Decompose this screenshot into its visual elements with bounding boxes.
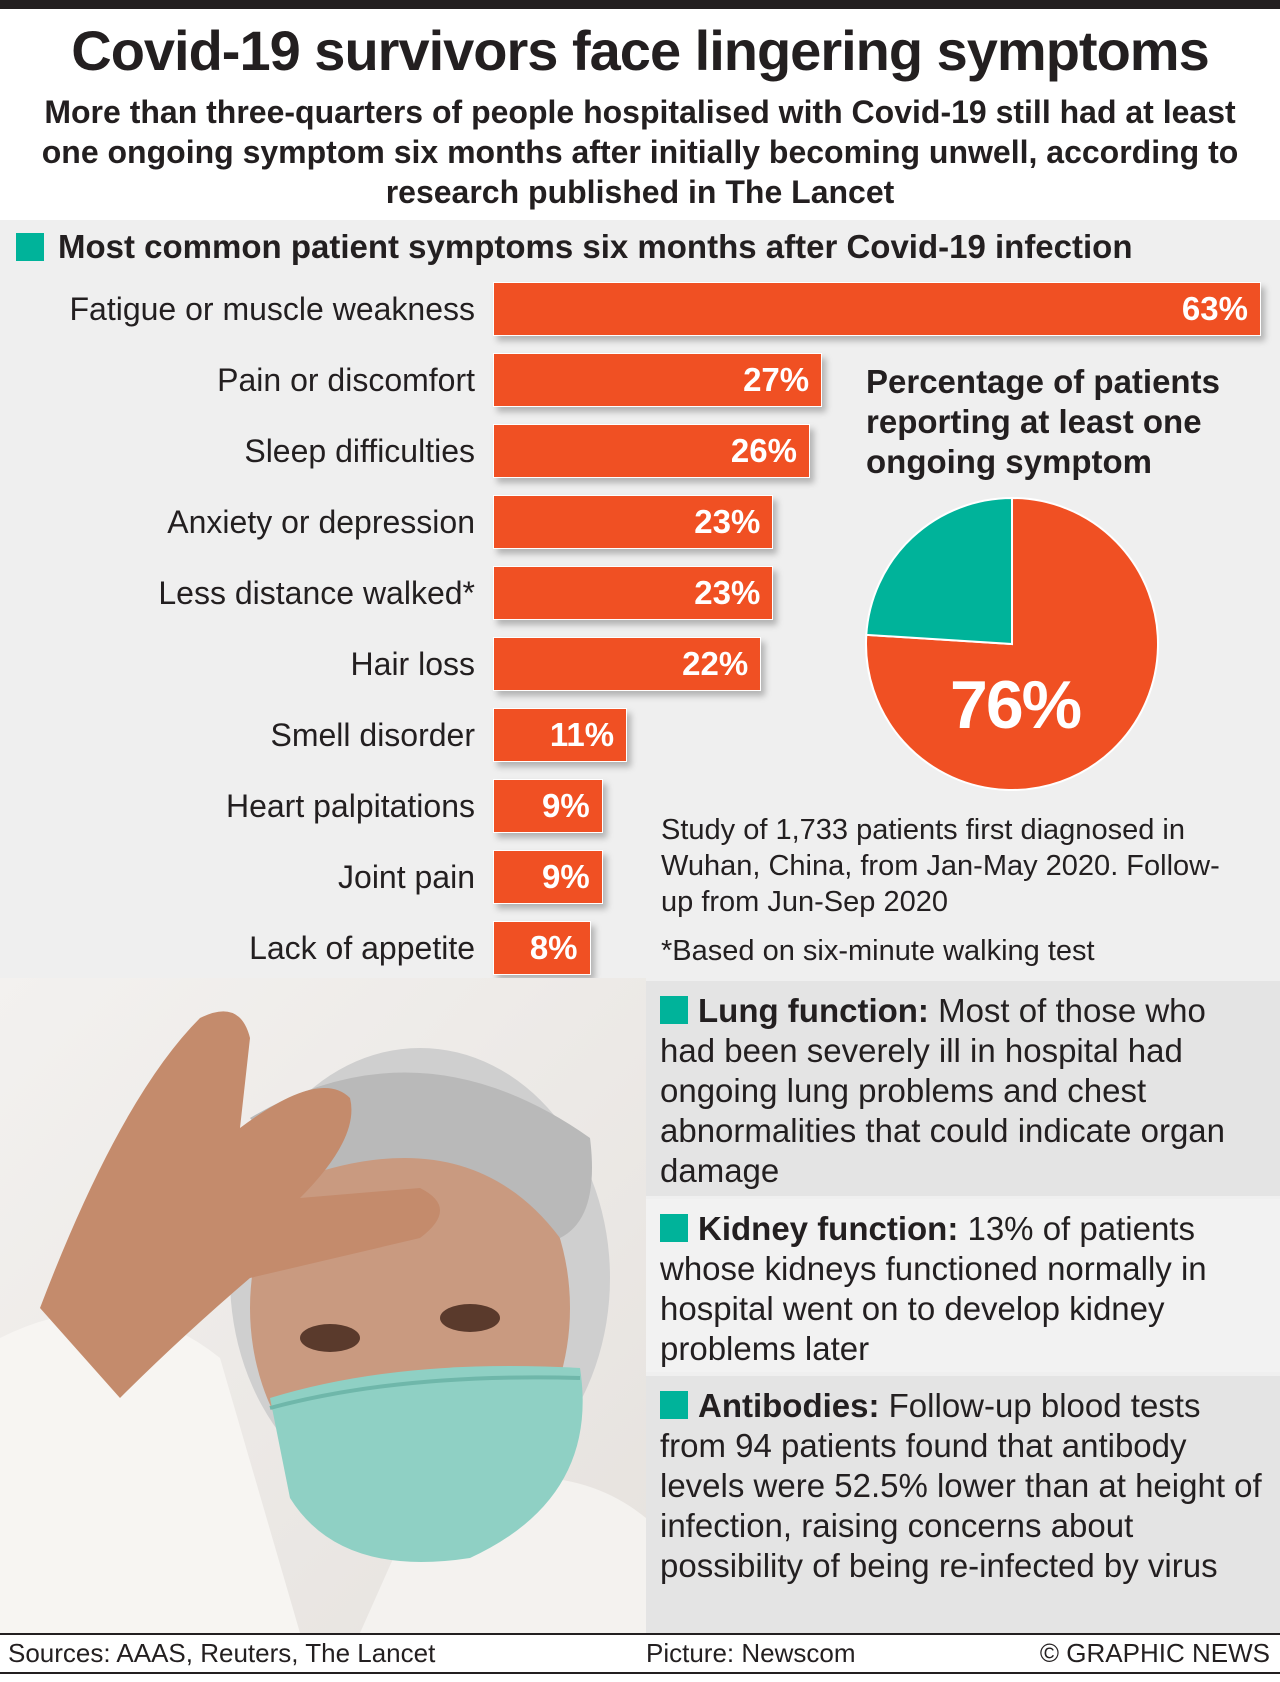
box-heading: Antibodies:	[698, 1387, 880, 1424]
picture-credit: Picture: Newscom	[646, 1638, 856, 1668]
pie-label: 76%	[950, 667, 1082, 743]
pie-slice	[865, 496, 1013, 646]
bar-label: Joint pain	[338, 859, 475, 895]
teal-square-icon	[660, 1214, 688, 1242]
bar-chart-title-text: Most common patient symptoms six months …	[58, 228, 1133, 265]
box-heading: Kidney function:	[698, 1210, 959, 1247]
box-text: Follow-up blood tests from 94 patients f…	[660, 1387, 1262, 1584]
box-text: Most of those who had been severely ill …	[660, 992, 1226, 1189]
top-rule	[0, 0, 1280, 9]
bar-label: Anxiety or depression	[167, 504, 475, 540]
bar-label: Hair loss	[350, 646, 475, 682]
teal-square-icon	[16, 233, 44, 261]
sources: Sources: AAAS, Reuters, The Lancet	[8, 1638, 436, 1668]
bar-label: Heart palpitations	[225, 788, 475, 824]
bar-label: Smell disorder	[270, 717, 475, 753]
photo-woman-with-mask	[0, 978, 646, 1633]
box-text: 13% of patients whose kidneys functioned…	[660, 1210, 1207, 1367]
bar: 27%	[493, 353, 823, 407]
bar: 11%	[493, 708, 628, 762]
page-title: Covid-19 survivors face lingering sympto…	[71, 19, 1209, 82]
antibodies-box: Antibodies: Follow-up blood tests from 9…	[646, 1376, 1280, 1633]
bar: 23%	[493, 566, 774, 620]
copyright: © GRAPHIC NEWS	[1039, 1638, 1270, 1668]
bar: 8%	[493, 921, 591, 975]
bar-label: Sleep difficulties	[244, 433, 475, 469]
bar-chart-title: Most common patient symptoms six months …	[16, 228, 1132, 266]
bar-label: Less distance walked*	[158, 575, 475, 611]
bar: 22%	[493, 637, 762, 691]
bar-label: Pain or discomfort	[217, 362, 475, 398]
pie-chart	[865, 496, 1159, 791]
box-heading: Lung function:	[698, 992, 929, 1029]
footnote: *Based on six-minute walking test	[661, 935, 1095, 967]
study-note: Study of 1,733 patients first diagnosed …	[661, 814, 1220, 918]
pie-title: Percentage of patients reporting at leas…	[866, 363, 1220, 480]
lung-function-box: Lung function: Most of those who had bee…	[646, 981, 1280, 1196]
bar: 26%	[493, 424, 810, 478]
teal-square-icon	[660, 1391, 688, 1419]
teal-square-icon	[660, 996, 688, 1024]
bar-label: Lack of appetite	[249, 930, 475, 966]
footer: Sources: AAAS, Reuters, The Lancet Pictu…	[0, 1633, 1280, 1674]
bar: 9%	[493, 850, 603, 904]
bar: 9%	[493, 779, 603, 833]
bar: 63%	[493, 282, 1261, 336]
bar-label: Fatigue or muscle weakness	[69, 291, 475, 327]
bar: 23%	[493, 495, 774, 549]
subtitle: More than three-quarters of people hospi…	[41, 94, 1239, 210]
kidney-function-box: Kidney function: 13% of patients whose k…	[646, 1199, 1280, 1372]
